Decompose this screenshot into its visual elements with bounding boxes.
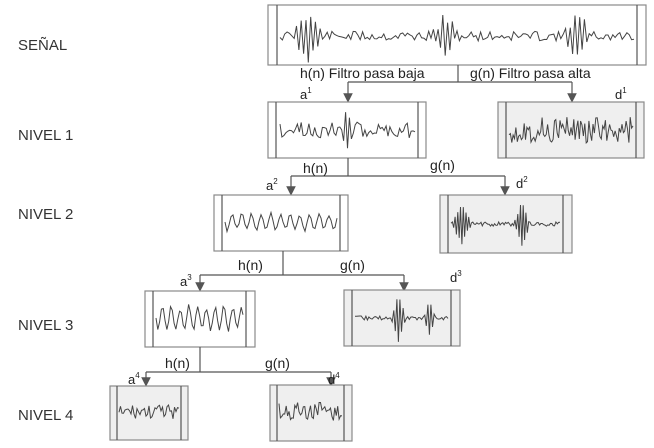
filter-label-high-3: g(n)	[265, 355, 290, 371]
signal-waveform	[279, 14, 635, 63]
filter-label-low-1: h(n)	[303, 160, 328, 176]
coef-a1-label: a1	[300, 86, 312, 102]
level-label-nivel-1: NIVEL 1	[18, 127, 73, 144]
level-label-senal: SEÑAL	[18, 37, 67, 54]
level2-detail-box	[439, 194, 573, 254]
coef-d3-label: d3	[450, 269, 462, 285]
signal-box	[267, 4, 647, 66]
filter-label-high-1: g(n)	[430, 157, 455, 173]
level3-detail-waveform	[355, 299, 449, 342]
level3-detail-box	[343, 289, 461, 347]
filter-label-low-3: h(n)	[165, 355, 190, 371]
level4-detail-box	[269, 384, 353, 442]
coef-d2-label: d2	[516, 175, 528, 191]
level-label-nivel-2: NIVEL 2	[18, 206, 73, 223]
coef-d4-label: d4	[328, 371, 340, 387]
level4-approx-waveform	[118, 403, 180, 419]
level2-detail-waveform	[450, 204, 561, 246]
level4-detail-waveform	[278, 402, 343, 422]
filter-label-high-pass-full: g(n) Filtro pasa alta	[470, 65, 591, 81]
coef-a2-label: a2	[266, 177, 278, 193]
level2-approx-box	[213, 194, 349, 252]
coef-a4-label: a4	[128, 371, 140, 387]
filter-label-low-2: h(n)	[238, 257, 263, 273]
level-label-nivel-3: NIVEL 3	[18, 317, 73, 334]
level1-detail-box	[497, 101, 645, 159]
coef-d1-label: d1	[615, 86, 627, 102]
filter-label-high-2: g(n)	[340, 257, 365, 273]
level3-approx-waveform	[155, 304, 244, 332]
level1-approx-waveform	[279, 112, 416, 149]
level1-detail-waveform	[508, 117, 634, 145]
level1-approx-box	[267, 101, 427, 159]
filter-label-low-pass-full: h(n) Filtro pasa baja	[300, 65, 425, 81]
level2-approx-waveform	[224, 210, 338, 234]
level4-approx-box	[109, 385, 189, 441]
level-label-nivel-4: NIVEL 4	[18, 407, 73, 424]
level3-approx-box	[144, 290, 256, 348]
coef-a3-label: a3	[180, 273, 192, 289]
